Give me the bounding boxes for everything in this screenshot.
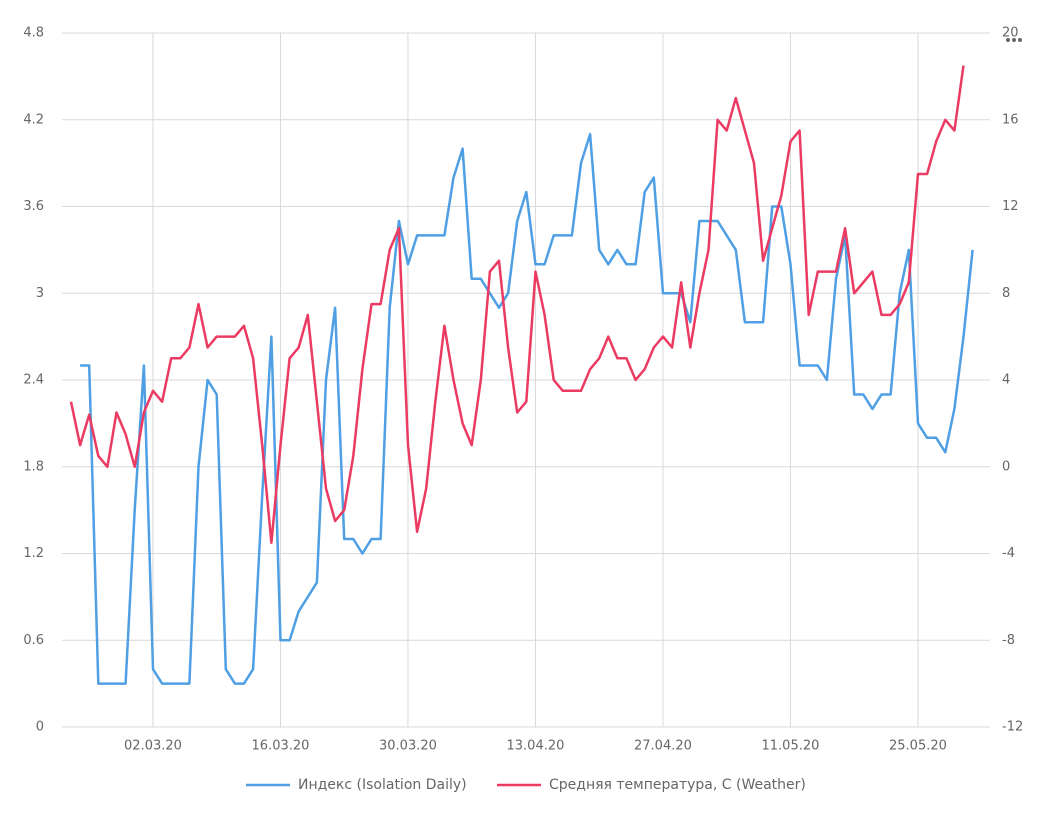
x-tick-label: 30.03.20	[379, 739, 437, 754]
y-tick-label: 3	[36, 286, 44, 301]
y2-tick-label: 16	[1002, 112, 1019, 127]
y-tick-label: 4.8	[23, 26, 44, 41]
y-tick-label: 1.2	[23, 546, 44, 561]
legend-label: Средняя температура, C (Weather)	[549, 777, 806, 793]
y2-tick-label: 0	[1002, 459, 1010, 474]
x-tick-label: 25.05.20	[889, 739, 947, 754]
y2-tick-label: 12	[1002, 199, 1019, 214]
x-tick-label: 27.04.20	[634, 739, 692, 754]
menu-icon[interactable]	[1006, 38, 1022, 42]
line-series	[69, 65, 965, 544]
y-tick-label: 4.2	[23, 112, 44, 127]
line-series	[80, 132, 974, 685]
y2-tick-label: 8	[1002, 286, 1010, 301]
y2-tick-label: 4	[1002, 373, 1010, 388]
y-tick-label: 0	[36, 720, 44, 735]
y2-tick-label: -12	[1002, 720, 1023, 735]
legend-label: Индекс (Isolation Daily)	[298, 777, 467, 793]
y2-tick-label: -8	[1002, 633, 1015, 648]
x-tick-label: 16.03.20	[252, 739, 310, 754]
y-tick-label: 2.4	[23, 373, 44, 388]
y2-tick-label: 20	[1002, 26, 1019, 41]
x-tick-label: 11.05.20	[762, 739, 820, 754]
y2-tick-label: -4	[1002, 546, 1015, 561]
y-tick-label: 3.6	[23, 199, 44, 214]
y-tick-label: 0.6	[23, 633, 44, 648]
x-tick-label: 13.04.20	[507, 739, 565, 754]
y-tick-label: 1.8	[23, 459, 44, 474]
x-tick-label: 02.03.20	[124, 739, 182, 754]
